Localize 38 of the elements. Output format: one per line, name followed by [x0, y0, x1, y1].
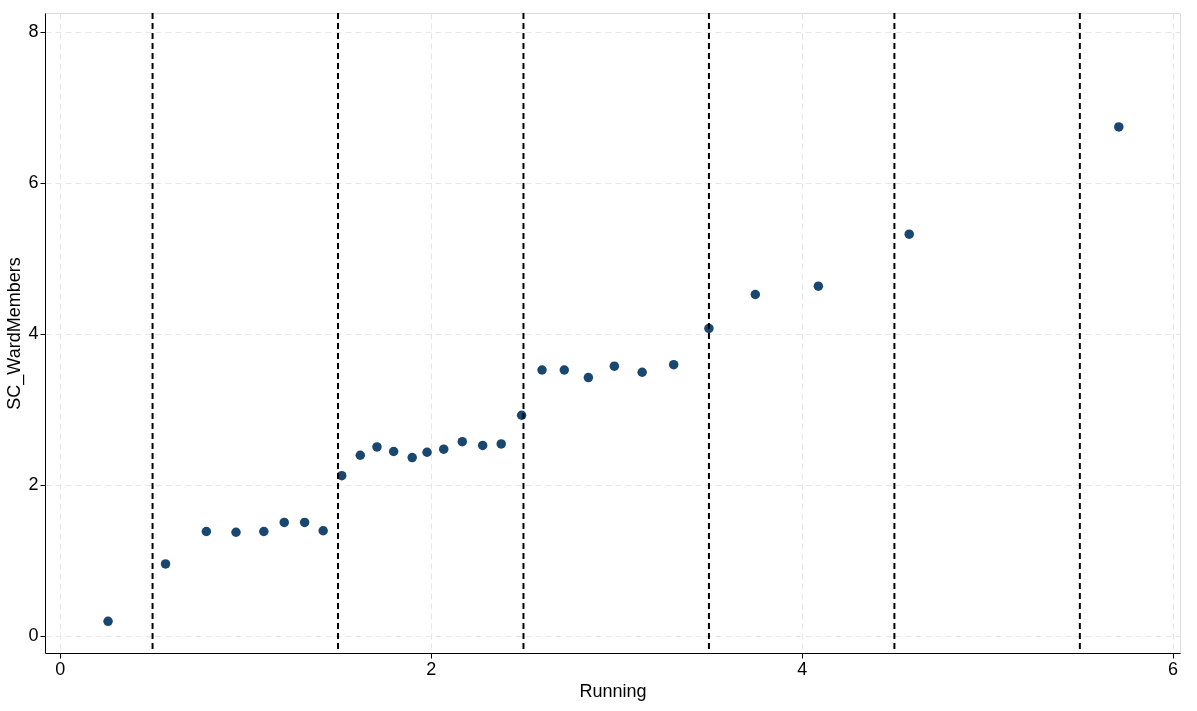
x-tick-label: 0: [55, 658, 66, 679]
x-tick-label: 2: [426, 658, 437, 679]
point: [813, 281, 824, 291]
point: [355, 450, 366, 460]
point: [201, 526, 212, 537]
point: [407, 452, 417, 463]
y-tick-label: 0: [28, 625, 39, 646]
y-tick-label: 2: [28, 474, 39, 495]
point: [457, 436, 468, 447]
y-tick-label: 8: [28, 21, 39, 42]
x-axis-title: Running: [579, 680, 647, 701]
x-tick-label: 4: [797, 658, 808, 679]
point: [750, 289, 761, 300]
point: [1114, 122, 1124, 132]
y-tick-label: 6: [28, 172, 39, 193]
point: [637, 367, 647, 377]
point: [372, 442, 382, 452]
point: [496, 439, 506, 449]
point: [904, 229, 914, 239]
point: [559, 365, 570, 375]
point: [318, 526, 328, 536]
point: [609, 361, 620, 371]
point: [231, 527, 241, 537]
point: [259, 526, 269, 537]
point: [103, 616, 113, 627]
y-axis-title: SC_WardMembers: [4, 257, 26, 410]
point: [668, 359, 679, 370]
x-tick-label: 6: [1168, 658, 1179, 679]
point: [279, 517, 289, 528]
point: [299, 517, 310, 528]
point: [438, 444, 449, 454]
y-tick-label: 4: [28, 323, 39, 344]
point: [388, 446, 399, 457]
point: [583, 372, 594, 383]
point: [422, 447, 432, 457]
point: [160, 559, 171, 569]
point: [477, 440, 488, 451]
point: [537, 365, 547, 375]
